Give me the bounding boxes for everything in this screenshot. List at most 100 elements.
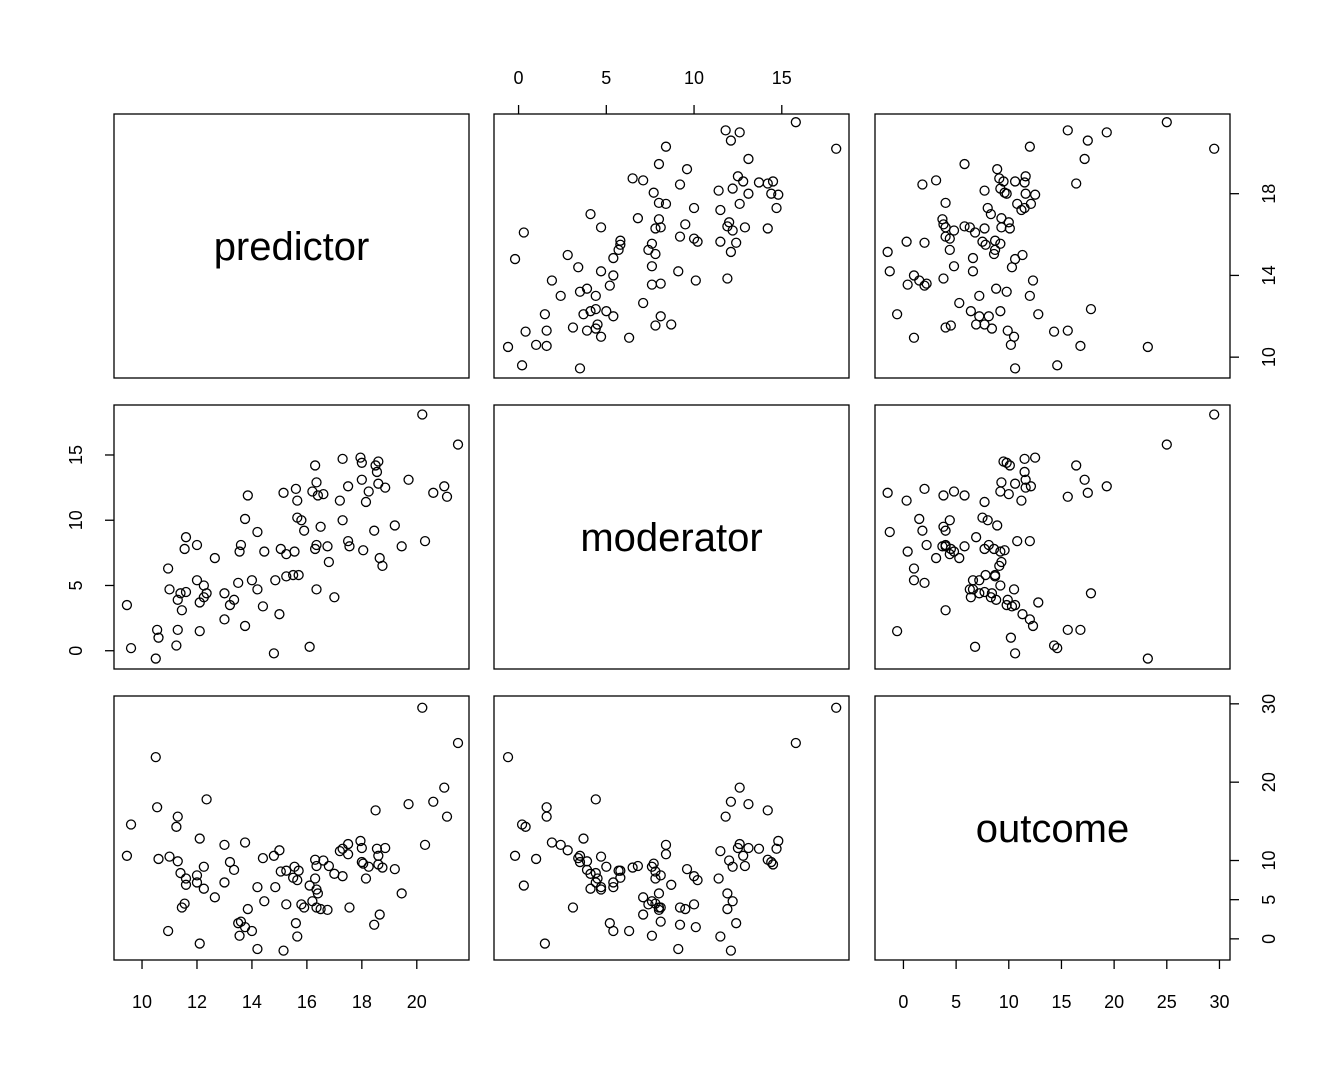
point: [360, 873, 372, 884]
point: [172, 624, 183, 636]
point: [1020, 188, 1031, 199]
x-tick-label: 15: [1051, 992, 1071, 1012]
y-tick-label: 20: [1259, 772, 1279, 792]
point: [1161, 439, 1172, 450]
point: [715, 845, 726, 857]
point: [298, 902, 310, 913]
point: [373, 478, 384, 489]
point: [1004, 223, 1015, 234]
point: [1101, 127, 1112, 138]
point: [766, 856, 777, 868]
point: [439, 481, 450, 492]
point: [990, 283, 1002, 294]
point: [666, 879, 677, 890]
point: [162, 563, 174, 574]
point: [1024, 141, 1036, 152]
point: [992, 520, 1003, 531]
point: [985, 592, 997, 603]
point: [674, 231, 686, 242]
point: [615, 865, 626, 876]
point: [771, 843, 782, 854]
point: [940, 322, 951, 333]
point: [944, 515, 955, 526]
point: [608, 925, 619, 937]
point: [125, 819, 137, 830]
point: [581, 283, 593, 294]
point: [389, 863, 400, 875]
point: [1019, 466, 1030, 478]
point: [908, 270, 920, 281]
point: [541, 340, 552, 352]
point: [790, 737, 801, 749]
point: [738, 176, 749, 187]
point: [1024, 290, 1036, 302]
x-tick-label: 20: [1104, 992, 1124, 1012]
x-tick-label: 15: [772, 68, 792, 88]
point: [917, 179, 928, 190]
point: [585, 883, 596, 894]
point: [732, 842, 744, 854]
point: [650, 320, 661, 331]
point: [891, 626, 903, 637]
point: [1017, 609, 1028, 620]
point: [650, 223, 661, 234]
x-tick-label: 10: [684, 68, 704, 88]
point: [567, 322, 579, 333]
point: [281, 899, 292, 910]
point: [520, 326, 531, 337]
x-tick-label: 10: [999, 992, 1019, 1012]
point: [944, 244, 955, 256]
point: [296, 515, 307, 526]
point: [1012, 198, 1023, 210]
point: [969, 641, 981, 652]
point: [574, 363, 586, 374]
point: [713, 873, 724, 884]
point: [595, 884, 607, 895]
point: [959, 158, 970, 170]
point: [309, 873, 321, 884]
point: [653, 902, 665, 913]
point: [734, 198, 745, 210]
point: [1008, 331, 1020, 342]
point: [1142, 653, 1153, 664]
point: [1079, 474, 1090, 485]
point: [1071, 460, 1082, 471]
point: [428, 487, 439, 498]
point: [773, 189, 784, 200]
point: [1033, 597, 1044, 608]
point: [992, 164, 1003, 175]
point: [337, 871, 348, 882]
point: [578, 833, 589, 844]
point: [180, 532, 192, 543]
point: [1016, 495, 1027, 506]
point: [743, 153, 754, 165]
point: [342, 481, 354, 492]
point: [581, 325, 593, 336]
point: [270, 575, 281, 586]
point: [948, 261, 960, 272]
point: [944, 549, 955, 560]
point: [1062, 624, 1073, 636]
point: [995, 580, 1006, 591]
point: [380, 842, 391, 854]
variable-label: outcome: [976, 807, 1129, 851]
point: [738, 850, 749, 861]
point: [541, 811, 552, 822]
point: [648, 187, 659, 198]
point: [518, 880, 529, 891]
point: [959, 541, 970, 552]
point: [1071, 178, 1082, 189]
point: [176, 605, 188, 616]
point: [419, 535, 431, 547]
point: [1012, 535, 1023, 547]
point: [209, 552, 220, 564]
point: [977, 236, 988, 247]
point: [1075, 624, 1086, 636]
point: [567, 902, 579, 913]
point: [179, 543, 190, 555]
point: [940, 541, 951, 552]
point: [608, 311, 619, 322]
point: [938, 521, 949, 532]
point: [919, 483, 930, 495]
point: [979, 223, 990, 234]
